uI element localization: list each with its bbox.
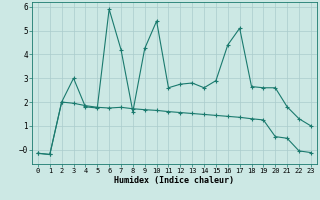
X-axis label: Humidex (Indice chaleur): Humidex (Indice chaleur)	[115, 176, 234, 185]
